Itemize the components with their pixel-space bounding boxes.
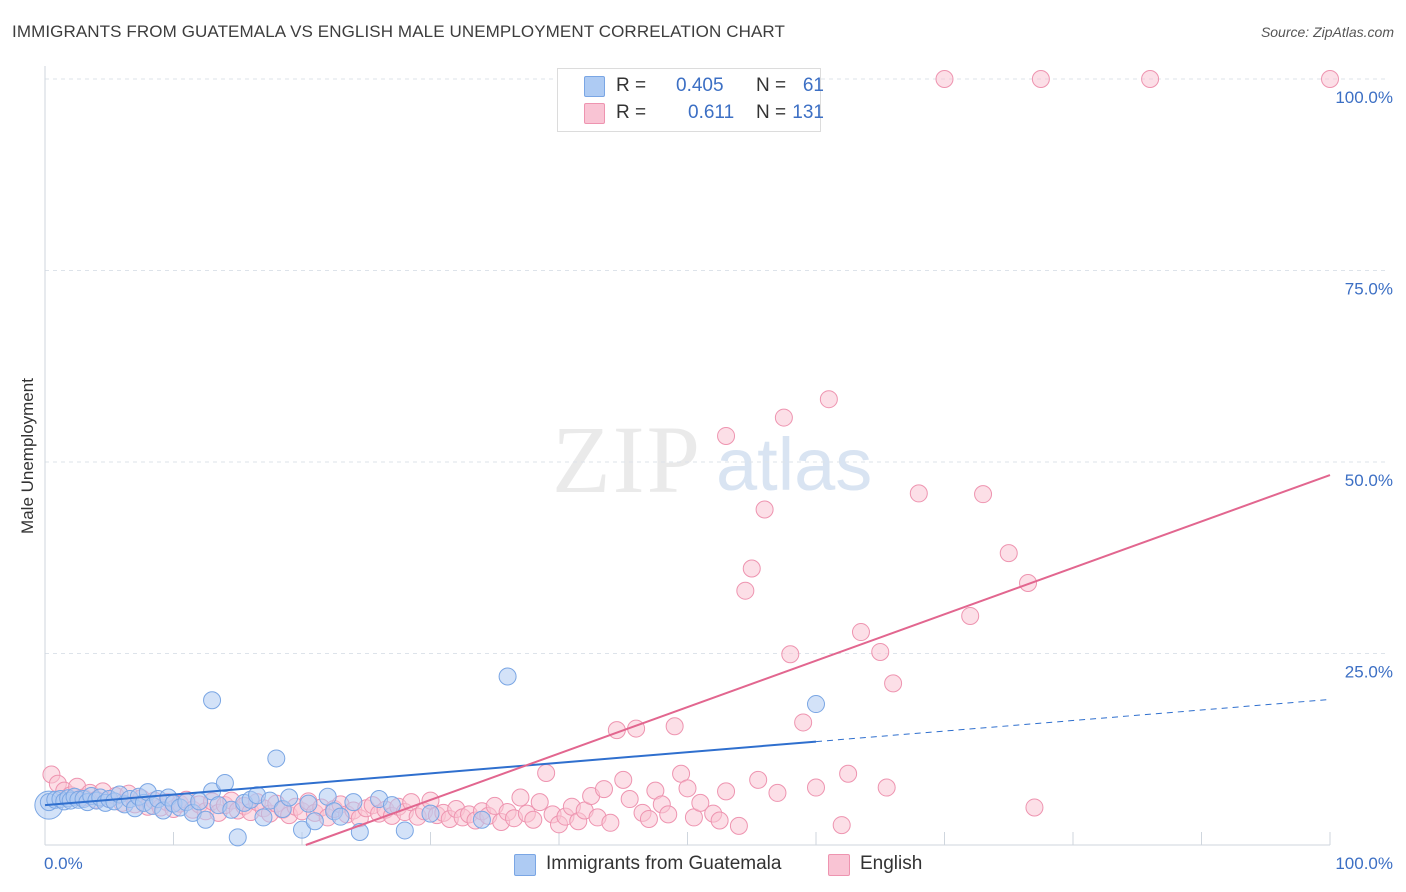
y-tick-label: 50.0% bbox=[1345, 471, 1393, 490]
guatemala-point bbox=[203, 691, 222, 710]
english-point bbox=[639, 809, 658, 828]
guatemala-point bbox=[331, 807, 350, 826]
english-point bbox=[691, 793, 710, 812]
correlation-legend: R = 0.405 N = 61 R = 0.611 N = 131 bbox=[557, 68, 824, 132]
legend-swatch-pink bbox=[584, 103, 605, 124]
guatemala-trend-line bbox=[44, 740, 817, 807]
english-point bbox=[768, 783, 787, 802]
english-point bbox=[717, 782, 736, 801]
english-point bbox=[659, 805, 678, 824]
guatemala-point bbox=[260, 791, 279, 810]
chart-title: IMMIGRANTS FROM GUATEMALA VS ENGLISH MAL… bbox=[12, 22, 785, 41]
english-point bbox=[1031, 70, 1050, 88]
guatemala-points bbox=[34, 667, 825, 847]
english-point bbox=[935, 70, 954, 88]
english-point bbox=[961, 606, 980, 625]
guatemala-point bbox=[196, 810, 215, 829]
english-point bbox=[537, 763, 556, 782]
english-point bbox=[620, 790, 639, 809]
english-point bbox=[877, 778, 896, 797]
r-value: 0.611 bbox=[688, 102, 735, 123]
english-point bbox=[819, 390, 838, 409]
legend-label: English bbox=[860, 853, 923, 874]
english-point bbox=[1141, 70, 1160, 88]
english-point bbox=[999, 544, 1018, 563]
n-label: N = bbox=[756, 75, 787, 96]
watermark-atlas: atlas bbox=[716, 423, 872, 506]
english-point bbox=[1321, 70, 1339, 88]
english-point bbox=[601, 813, 620, 832]
n-value: 131 bbox=[792, 102, 824, 123]
english-point bbox=[524, 810, 543, 829]
legend-swatch-blue bbox=[514, 854, 536, 876]
guatemala-point bbox=[344, 793, 363, 812]
english-point bbox=[974, 485, 993, 504]
english-point bbox=[594, 780, 613, 799]
y-tick-label: 100.0% bbox=[1335, 88, 1393, 107]
english-point bbox=[774, 408, 793, 427]
english-point bbox=[665, 717, 684, 736]
n-value: 61 bbox=[802, 75, 824, 96]
guatemala-point bbox=[215, 773, 234, 792]
tick-labels: 25.0% 50.0% 75.0% 100.0% 0.0% 100.0% bbox=[44, 88, 1393, 873]
r-value: 0.405 bbox=[676, 75, 724, 96]
english-point bbox=[614, 770, 633, 789]
guatemala-point bbox=[254, 808, 273, 827]
r-label: R = bbox=[616, 102, 647, 123]
english-point bbox=[755, 500, 774, 519]
r-label: R = bbox=[616, 75, 647, 96]
x-tick-label: 0.0% bbox=[44, 854, 83, 873]
english-point bbox=[807, 778, 825, 797]
guatemala-point bbox=[228, 828, 247, 847]
guatemala-trend-extension bbox=[815, 698, 1331, 743]
english-point bbox=[832, 816, 851, 835]
guatemala-point bbox=[395, 821, 414, 840]
english-point bbox=[717, 426, 736, 445]
english-point bbox=[884, 674, 903, 693]
english-point bbox=[530, 793, 549, 812]
english-point bbox=[839, 764, 858, 783]
y-tick-label: 25.0% bbox=[1345, 663, 1393, 682]
legend-swatch-blue bbox=[584, 76, 605, 97]
guatemala-point bbox=[293, 820, 311, 839]
guatemala-point bbox=[807, 695, 825, 714]
guatemala-point bbox=[305, 812, 324, 831]
english-point bbox=[781, 645, 800, 664]
english-point bbox=[794, 713, 813, 732]
english-point bbox=[678, 779, 697, 798]
guatemala-point bbox=[472, 810, 491, 829]
guatemala-point bbox=[498, 667, 517, 686]
axes bbox=[44, 66, 1331, 846]
y-tick-label: 75.0% bbox=[1345, 280, 1393, 299]
guatemala-point bbox=[421, 804, 440, 823]
english-point bbox=[1019, 574, 1038, 593]
guatemala-point bbox=[280, 788, 299, 807]
guatemala-point bbox=[299, 794, 318, 813]
x-tick-label: 100.0% bbox=[1335, 854, 1393, 873]
source-label: Source: ZipAtlas.com bbox=[1260, 24, 1394, 40]
english-point bbox=[710, 811, 729, 830]
english-point bbox=[909, 484, 928, 503]
watermark-zip: ZIP bbox=[552, 406, 702, 513]
english-point bbox=[729, 816, 748, 835]
guatemala-point bbox=[267, 749, 286, 768]
english-point bbox=[749, 770, 768, 789]
english-point bbox=[511, 788, 530, 807]
english-point bbox=[742, 559, 761, 578]
english-trend-line bbox=[305, 474, 1331, 846]
n-label: N = bbox=[756, 102, 787, 123]
english-point bbox=[736, 581, 755, 600]
legend-swatch-pink bbox=[828, 854, 850, 876]
trend-lines bbox=[44, 474, 1331, 846]
english-point bbox=[871, 642, 890, 661]
grid-lines bbox=[45, 78, 1386, 654]
english-point bbox=[1025, 798, 1044, 817]
legend-label: Immigrants from Guatemala bbox=[546, 853, 782, 874]
english-point bbox=[851, 623, 870, 642]
